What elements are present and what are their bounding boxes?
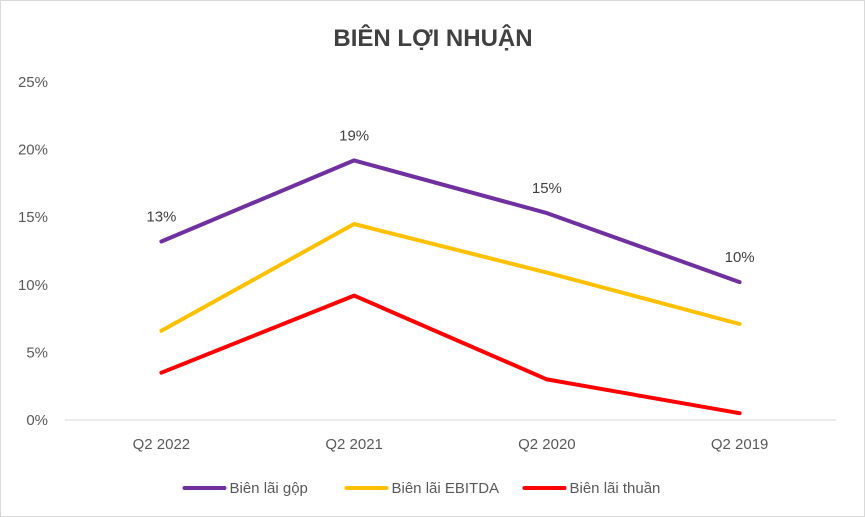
legend-label: Biên lãi EBITDA — [392, 480, 500, 497]
data-label: 15% — [532, 180, 562, 197]
y-tick-label: 25% — [18, 74, 48, 91]
x-tick-label: Q2 2020 — [518, 436, 576, 453]
legend-label: Biên lãi gộp — [230, 480, 308, 497]
x-tick-label: Q2 2022 — [133, 436, 191, 453]
series-line-biên-lãi-ebitda — [159, 222, 742, 333]
series-line-biên-lãi-gộp — [159, 158, 742, 285]
legend: Biên lãi gộp Biên lãi EBITDA Biên lãi thuầ… — [182, 480, 661, 497]
x-axis-ticks: Q2 2022 Q2 2021 Q2 2020 Q2 2019 — [133, 436, 769, 453]
legend-item: Biên lãi thuần — [522, 480, 661, 497]
y-tick-label: 5% — [26, 344, 48, 361]
chart-title: BIÊN LỢI NHUẬN — [333, 24, 532, 52]
legend-item: Biên lãi EBITDA — [344, 480, 500, 497]
y-tick-label: 0% — [26, 412, 48, 429]
y-tick-label: 10% — [18, 277, 48, 294]
x-tick-label: Q2 2021 — [325, 436, 383, 453]
y-tick-label: 15% — [18, 209, 48, 226]
data-labels: 13% 19% 15% 10% — [146, 127, 754, 266]
data-label: 19% — [339, 127, 369, 144]
data-label: 10% — [725, 249, 755, 266]
legend-item: Biên lãi gộp — [182, 480, 308, 497]
series-line-biên-lãi-thuần — [159, 293, 742, 416]
y-tick-label: 20% — [18, 142, 48, 159]
series-lines — [159, 158, 742, 416]
x-tick-label: Q2 2019 — [711, 436, 769, 453]
data-label: 13% — [146, 209, 176, 226]
y-axis-ticks: 0% 5% 10% 15% 20% 25% — [18, 74, 48, 429]
legend-label: Biên lãi thuần — [570, 480, 661, 497]
